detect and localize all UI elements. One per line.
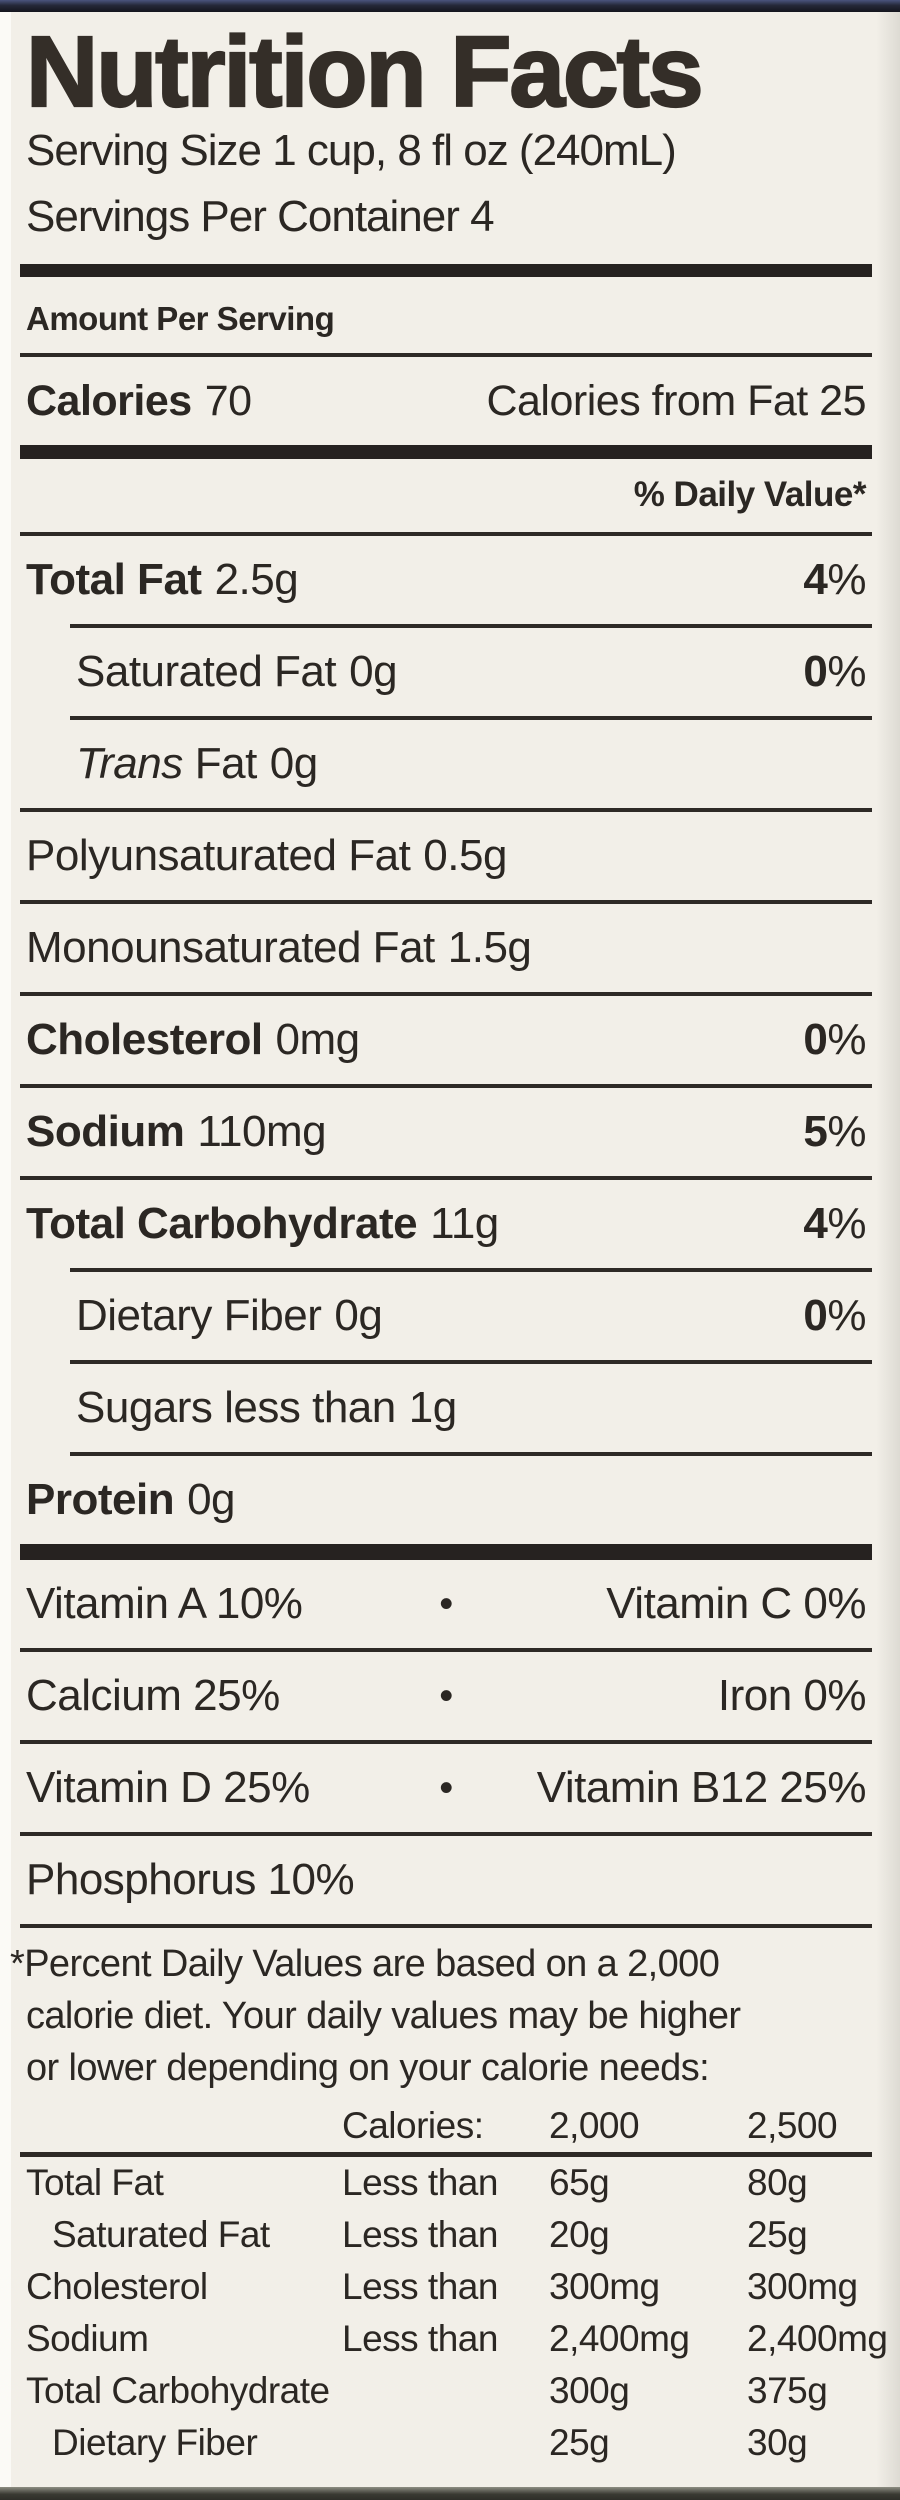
dv-table-row-cholesterol: Cholesterol Less than 300mg 300mg (26, 2266, 858, 2307)
nutrient-row-total-carbohydrate: Total Carbohydrate 11g 4% (26, 1199, 866, 1248)
divider (20, 1924, 872, 1928)
nutrient-row-trans-fat: Trans Fat 0g (76, 739, 318, 788)
calories-row: Calories 70 Calories from Fat 25 (26, 357, 866, 445)
col-2000-header: 2,000 (549, 2105, 640, 2146)
divider (20, 532, 872, 536)
servings-per-container: Servings Per Container 4 (26, 192, 495, 241)
nutrient-row-polyunsaturated-fat: Polyunsaturated Fat 0.5g (26, 831, 507, 880)
thick-rule (20, 445, 872, 459)
divider (70, 1268, 872, 1272)
carton-top-edge (0, 0, 900, 12)
dv-table-row-sodium: Sodium Less than 2,400mg 2,400mg (26, 2318, 888, 2359)
vitamin-row-d-b12: Vitamin D 25% • Vitamin B12 25% (26, 1763, 867, 1812)
divider (20, 1648, 872, 1652)
dv-table-row-total-carbohydrate: Total Carbohydrate 300g 375g (26, 2370, 828, 2411)
divider (70, 1452, 872, 1456)
nutrient-row-dietary-fiber: Dietary Fiber 0g 0% (76, 1291, 866, 1340)
bullet-separator: • (439, 1673, 453, 1718)
daily-value-header: % Daily Value* (633, 475, 867, 514)
dv-table-header: Calories: 2,000 2,500 (26, 2100, 866, 2152)
thick-rule (20, 1544, 872, 1560)
serving-size: Serving Size 1 cup, 8 fl oz (240mL) (26, 126, 677, 175)
label-title: Nutrition Facts (25, 16, 705, 128)
carton-bottom-edge (0, 2487, 900, 2500)
divider (20, 900, 872, 904)
thick-rule (20, 264, 872, 277)
dv-table-row-saturated-fat: Saturated Fat Less than 20g 25g (52, 2214, 808, 2255)
nutrient-row-monounsaturated-fat: Monounsaturated Fat 1.5g (26, 923, 532, 972)
nutrient-row-sodium: Sodium 110mg 5% (26, 1107, 866, 1156)
daily-value: 0% (803, 647, 866, 696)
daily-value: 4% (803, 1199, 866, 1248)
nutrient-row-saturated-fat: Saturated Fat 0g 0% (76, 647, 866, 696)
daily-values-table: Calories: 2,000 2,500 Total Fat Less tha… (20, 2100, 888, 2469)
daily-value: 4% (803, 555, 866, 604)
phosphorus-row: Phosphorus 10% (26, 1855, 355, 1904)
divider (20, 808, 872, 812)
dv-table-row-dietary-fiber: Dietary Fiber 25g 30g (52, 2422, 808, 2463)
col-2500-header: 2,500 (747, 2105, 838, 2146)
daily-value: 0% (803, 1015, 866, 1064)
divider (20, 1084, 872, 1088)
nutrient-row-sugars: Sugars less than 1g (76, 1383, 457, 1432)
divider (20, 1176, 872, 1180)
divider (70, 716, 872, 720)
divider (70, 1360, 872, 1364)
divider (20, 1740, 872, 1744)
label-right-edge-shadow (876, 12, 900, 2487)
bullet-separator: • (439, 1581, 453, 1626)
nutrient-row-total-fat: Total Fat 2.5g 4% (26, 555, 866, 604)
daily-value: 5% (803, 1107, 866, 1156)
dv-table-row-total-fat: Total Fat Less than 65g 80g (26, 2162, 808, 2203)
nutrition-facts-panel: Nutrition Facts Serving Size 1 cup, 8 fl… (0, 12, 900, 2469)
vitamin-row-a-c: Vitamin A 10% • Vitamin C 0% (26, 1579, 867, 1628)
label-left-edge (0, 12, 11, 2487)
nutrient-row-cholesterol: Cholesterol 0mg 0% (26, 1015, 866, 1064)
amount-per-serving-header: Amount Per Serving (26, 300, 335, 337)
calories-from-fat: Calories from Fat 25 (486, 376, 866, 425)
daily-value: 0% (803, 1291, 866, 1340)
divider (70, 624, 872, 628)
daily-values-footnote: *Percent Daily Values are based on a 2,0… (10, 1943, 741, 2089)
divider (20, 1832, 872, 1836)
divider (20, 992, 872, 996)
calories-column-label: Calories: (342, 2105, 484, 2146)
bullet-separator: • (439, 1765, 453, 1810)
nutrient-row-protein: Protein 0g (26, 1475, 236, 1524)
divider (20, 353, 872, 357)
divider (20, 2152, 872, 2157)
vitamin-row-calcium-iron: Calcium 25% • Iron 0% (26, 1671, 867, 1720)
calories-value: Calories 70 (26, 376, 252, 425)
